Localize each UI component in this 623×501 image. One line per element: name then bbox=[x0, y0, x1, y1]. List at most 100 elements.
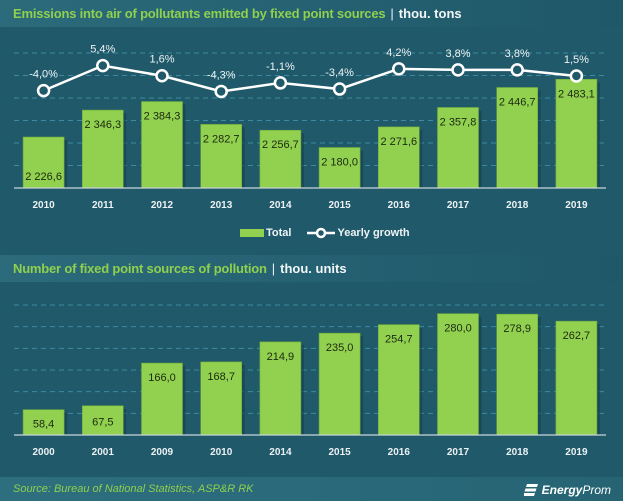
brand-name-energy: Energy bbox=[541, 483, 583, 497]
growth-marker bbox=[569, 69, 584, 83]
brand-name-prom: Prom bbox=[582, 483, 611, 497]
bar-value-label: 2 256,7 bbox=[262, 139, 299, 151]
bar bbox=[200, 124, 242, 189]
bar bbox=[141, 101, 183, 189]
x-tick-label: 2015 bbox=[328, 200, 351, 211]
x-tick-label: 2010 bbox=[210, 447, 233, 458]
growth-marker bbox=[451, 63, 465, 77]
chart2-title: Number of fixed point sources of polluti… bbox=[13, 261, 267, 276]
bar-value-label: 2 180,0 bbox=[321, 157, 358, 169]
bar-value-label: 280,0 bbox=[444, 323, 472, 335]
bar-value-label: 214,9 bbox=[267, 351, 295, 363]
bar bbox=[82, 405, 124, 436]
chart2-unit: thou. units bbox=[280, 261, 347, 276]
legend-item-total: Total bbox=[240, 227, 291, 239]
x-tick-label: 2018 bbox=[506, 447, 529, 458]
growth-value-label: 5,4% bbox=[90, 44, 115, 56]
bar-value-label: 2 384,3 bbox=[144, 111, 181, 123]
bar bbox=[318, 332, 361, 436]
bar-value-label: 67,5 bbox=[92, 416, 113, 428]
x-tick-label: 2019 bbox=[565, 200, 588, 211]
growth-value-label: 4,2% bbox=[386, 47, 411, 59]
growth-marker bbox=[273, 76, 288, 90]
bar-value-label: 2 483,1 bbox=[558, 88, 595, 100]
growth-marker bbox=[214, 84, 228, 99]
growth-marker bbox=[155, 68, 169, 83]
bar bbox=[259, 341, 302, 436]
x-tick-label: 2012 bbox=[151, 200, 174, 211]
x-tick-label: 2016 bbox=[388, 200, 411, 211]
growth-value-label: -3,4% bbox=[325, 67, 354, 79]
legend-label-total: Total bbox=[266, 227, 292, 239]
growth-value-label: 1,6% bbox=[149, 54, 174, 66]
sources-chart: 58,4 2000 67,5 2001 166,0 2009 168,7 2010 214,9 2… bbox=[14, 304, 606, 458]
x-tick-label: 2017 bbox=[447, 447, 470, 458]
chart1-title-band: Emissions into air of pollutants emitted… bbox=[0, 0, 623, 27]
x-tick-label: 2014 bbox=[269, 447, 292, 458]
x-tick-label: 2018 bbox=[506, 200, 529, 211]
bar-value-label: 166,0 bbox=[148, 372, 176, 384]
bar-value-label: 262,7 bbox=[563, 330, 591, 342]
bar bbox=[437, 313, 479, 436]
footer-band: Source: Bureau of National Statistics, A… bbox=[0, 477, 623, 501]
growth-value-label: 3,8% bbox=[445, 48, 470, 60]
bar bbox=[22, 409, 65, 436]
chart2-title-band: Number of fixed point sources of polluti… bbox=[0, 255, 623, 282]
x-tick-label: 2011 bbox=[92, 200, 114, 211]
bar bbox=[437, 107, 479, 189]
legend-label-growth: Yearly growth bbox=[337, 227, 410, 239]
growth-marker bbox=[96, 58, 110, 73]
bar-value-label: 2 226,6 bbox=[25, 171, 62, 183]
bar bbox=[555, 320, 598, 436]
x-tick-label: 2016 bbox=[388, 447, 411, 458]
emissions-chart: 2 226,6 2010 2 346,3 2011 2 384,3 2012 2 282,7… bbox=[14, 44, 606, 211]
bar-value-label: 2 271,6 bbox=[380, 136, 417, 148]
growth-line bbox=[43, 64, 577, 93]
bar bbox=[377, 324, 420, 436]
growth-value-label: 3,8% bbox=[505, 48, 530, 60]
bar bbox=[377, 126, 420, 189]
bar-value-label: 168,7 bbox=[207, 371, 235, 383]
x-tick-label: 2014 bbox=[269, 200, 292, 211]
bar bbox=[496, 313, 539, 436]
bar-value-label: 2 446,7 bbox=[499, 96, 536, 108]
growth-marker bbox=[332, 82, 347, 96]
growth-value-label: -4,0% bbox=[29, 69, 58, 81]
x-tick-label: 2000 bbox=[32, 447, 55, 458]
legend-swatch-total bbox=[240, 229, 264, 237]
growth-marker bbox=[36, 83, 51, 98]
bar-value-label: 2 357,8 bbox=[440, 116, 477, 128]
bar-value-label: 278,9 bbox=[503, 323, 531, 335]
bar-value-label: 2 346,3 bbox=[84, 119, 121, 131]
bar-value-label: 235,0 bbox=[326, 342, 354, 354]
legend-line-marker-icon bbox=[307, 227, 336, 239]
bar-value-label: 254,7 bbox=[385, 334, 413, 346]
bar bbox=[259, 129, 302, 189]
brand-logo: Energy Prom bbox=[523, 483, 611, 497]
chart1-unit: thou. tons bbox=[398, 6, 462, 21]
growth-value-label: 1,5% bbox=[564, 54, 589, 66]
growth-value-label: -4,3% bbox=[207, 69, 236, 81]
bar bbox=[82, 109, 124, 189]
chart1-legend: Total Yearly growth bbox=[240, 226, 426, 240]
growth-marker bbox=[392, 62, 406, 76]
x-tick-label: 2013 bbox=[210, 200, 233, 211]
x-tick-label: 2010 bbox=[32, 200, 55, 211]
x-tick-label: 2001 bbox=[92, 447, 115, 458]
energyprom-logo-icon bbox=[523, 484, 538, 496]
x-tick-label: 2009 bbox=[151, 447, 174, 458]
chart1-title-separator: | bbox=[390, 6, 394, 21]
x-tick-label: 2019 bbox=[565, 447, 588, 458]
chart1-title: Emissions into air of pollutants emitted… bbox=[13, 6, 386, 21]
growth-value-label: -1,1% bbox=[266, 61, 295, 73]
bar bbox=[200, 361, 242, 436]
chart2-title-separator: | bbox=[271, 261, 276, 276]
bar bbox=[141, 362, 183, 436]
bar-value-label: 58,4 bbox=[33, 418, 54, 430]
legend-item-growth: Yearly growth bbox=[307, 226, 410, 240]
bar bbox=[555, 79, 598, 189]
bar-value-label: 2 282,7 bbox=[203, 133, 240, 145]
x-tick-label: 2015 bbox=[328, 447, 351, 458]
growth-marker bbox=[510, 63, 524, 77]
x-tick-label: 2017 bbox=[447, 200, 470, 211]
